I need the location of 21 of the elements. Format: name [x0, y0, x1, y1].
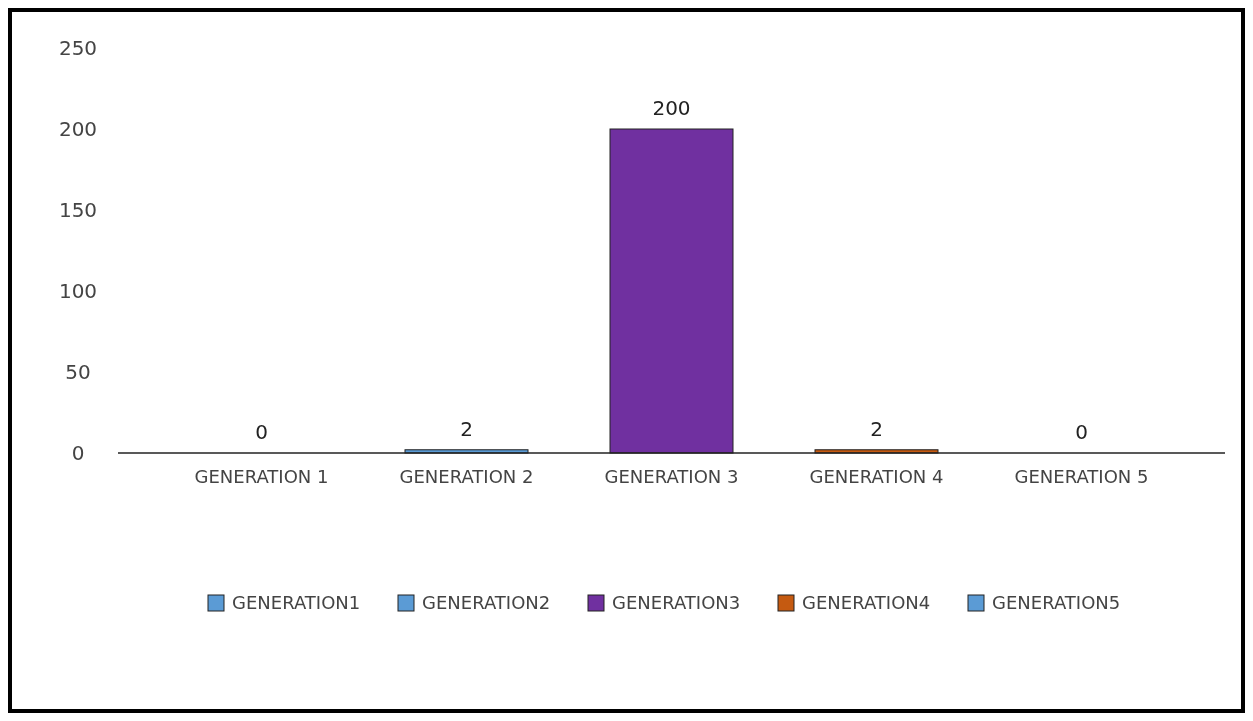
y-tick-label: 0 — [71, 441, 85, 465]
data-label: 200 — [652, 96, 691, 120]
legend-label: GENERATION1 — [232, 592, 361, 614]
y-tick-label: 50 — [65, 360, 91, 384]
x-tick-label: GENERATION 5 — [1014, 466, 1149, 487]
y-tick-label: 100 — [58, 279, 98, 303]
legend-label: GENERATION5 — [992, 592, 1121, 614]
x-tick-label: GENERATION 1 — [194, 466, 329, 487]
legend-label: GENERATION3 — [612, 592, 741, 614]
data-label: 2 — [460, 416, 473, 441]
data-label: 0 — [255, 420, 268, 444]
legend-label: GENERATION2 — [422, 592, 551, 614]
y-tick-label: 200 — [58, 117, 98, 141]
y-tick-label: 250 — [58, 36, 98, 60]
x-tick-label: GENERATION 2 — [399, 466, 534, 487]
data-label: 2 — [870, 416, 883, 441]
legend-label: GENERATION4 — [802, 592, 931, 614]
data-label: 0 — [1075, 420, 1088, 444]
x-tick-label: GENERATION 3 — [604, 466, 739, 487]
y-tick-label: 150 — [58, 198, 98, 222]
x-tick-label: GENERATION 4 — [809, 466, 944, 487]
